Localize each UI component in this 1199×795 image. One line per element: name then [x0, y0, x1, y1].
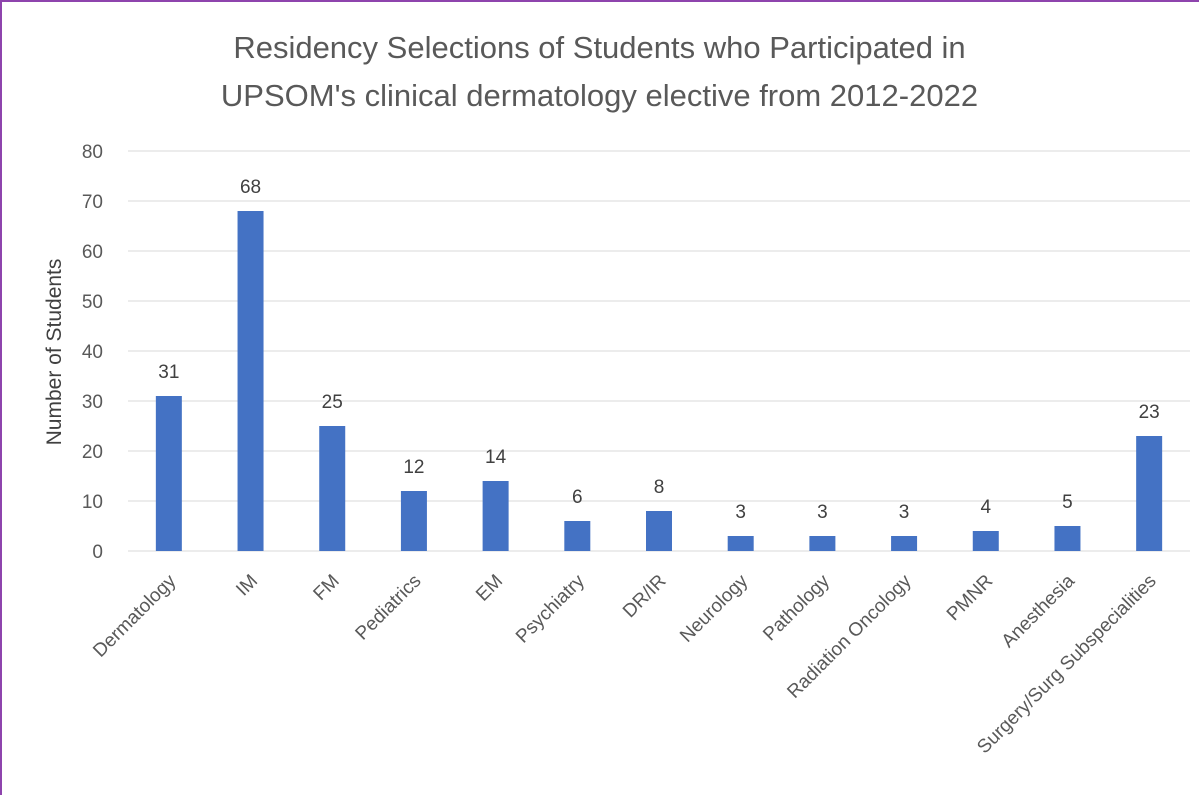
x-tick-label: DR/IR: [619, 571, 670, 622]
bar-dermatology: [155, 396, 182, 551]
x-tick-label: Neurology: [676, 570, 752, 646]
y-tick-label: 80: [82, 142, 103, 163]
bar-radiation-oncology: [891, 536, 918, 551]
x-tick-label: EM: [472, 571, 507, 606]
bar-neurology: [727, 536, 754, 551]
bar-psychiatry: [564, 521, 591, 551]
y-axis-ticks: 0 10 20 30 40 50 60 70 80: [82, 142, 103, 563]
y-tick-label: 70: [82, 192, 103, 213]
data-label: 3: [735, 502, 746, 523]
x-tick-label: Pathology: [759, 570, 834, 645]
y-tick-label: 0: [92, 542, 103, 563]
data-label: 6: [572, 487, 583, 508]
data-label: 12: [403, 457, 424, 478]
bar-anesthesia: [1054, 526, 1081, 551]
y-tick-label: 40: [82, 342, 103, 363]
data-label: 25: [322, 392, 343, 413]
y-tick-label: 20: [82, 442, 103, 463]
data-label: 8: [654, 477, 665, 498]
bar-pmnr: [972, 531, 999, 551]
x-axis-ticks: Dermatology IM FM Pediatrics EM Psychiatry DR/…: [89, 570, 1160, 758]
x-tick-label: Dermatology: [89, 570, 180, 661]
data-label: 14: [485, 447, 507, 468]
bar-dr-ir: [646, 511, 672, 551]
bar-surgery-surg-subspecialities: [1136, 436, 1163, 551]
bars: [155, 211, 1163, 551]
bar-pediatrics: [400, 491, 427, 551]
x-tick-label: IM: [232, 571, 262, 601]
data-label: 4: [980, 497, 991, 518]
chart-title-line-2: UPSOM's clinical dermatology elective fr…: [220, 78, 979, 113]
x-tick-label: Pediatrics: [352, 571, 426, 645]
data-label: 23: [1139, 402, 1160, 423]
y-tick-label: 60: [82, 242, 103, 263]
y-tick-label: 30: [82, 392, 103, 413]
bar-im: [237, 211, 264, 551]
data-label: 5: [1062, 492, 1073, 513]
chart-title-line-1: Residency Selections of Students who Par…: [233, 30, 966, 65]
bar-fm: [319, 426, 346, 551]
data-label: 3: [817, 502, 828, 523]
gridlines: [128, 150, 1190, 552]
x-tick-label: FM: [310, 571, 344, 605]
x-tick-label: Anesthesia: [998, 570, 1080, 652]
y-tick-label: 50: [82, 292, 103, 313]
y-tick-label: 10: [82, 492, 103, 513]
data-label: 3: [899, 502, 910, 523]
data-label: 68: [240, 177, 261, 198]
x-tick-label: PMNR: [943, 571, 997, 625]
y-axis-label: Number of Students: [43, 259, 66, 446]
data-label: 31: [158, 362, 179, 383]
bar-pathology: [809, 536, 836, 551]
x-tick-label: Psychiatry: [512, 570, 589, 647]
bar-em: [482, 481, 509, 551]
x-tick-label: Surgery/Surg Subspecialities: [973, 571, 1160, 758]
